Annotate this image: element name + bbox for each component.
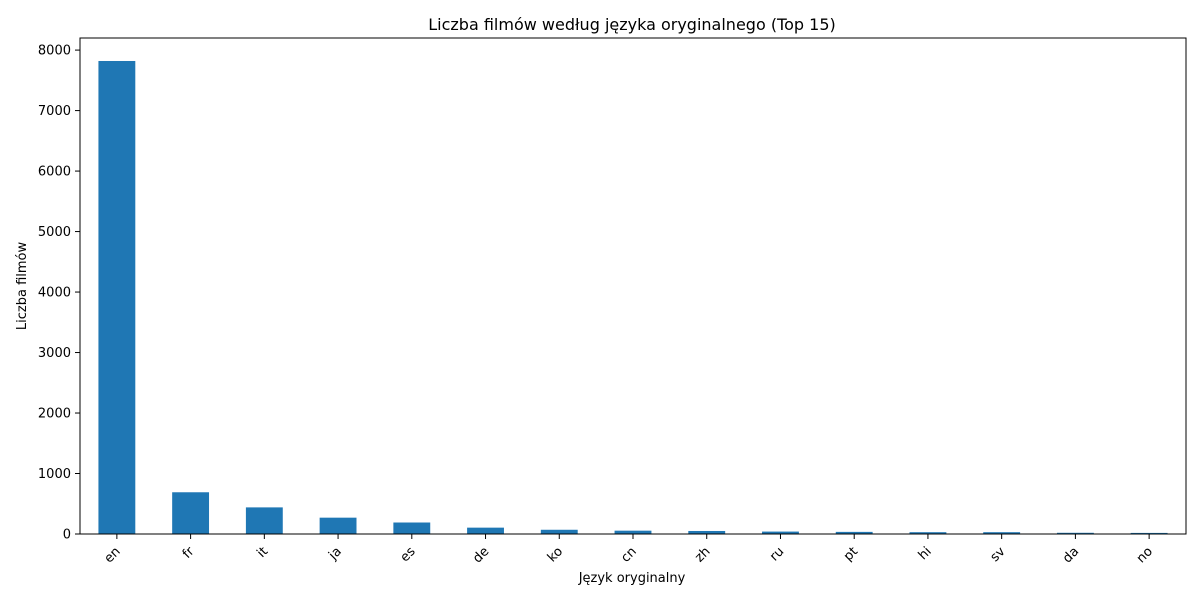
y-tick-label-6000: 6000 xyxy=(38,165,71,180)
y-tick-label-2000: 2000 xyxy=(38,407,71,422)
x-tick-label-ko: ko xyxy=(545,544,566,565)
x-tick-label-es: es xyxy=(398,544,419,565)
bar-da xyxy=(1056,532,1094,534)
bar-ru xyxy=(762,531,799,534)
bar-pt xyxy=(835,531,873,534)
x-tick-label-ru: ru xyxy=(767,544,787,564)
bar-sv xyxy=(983,532,1021,534)
bar-it xyxy=(245,507,283,534)
x-tick-label-pt: pt xyxy=(841,544,861,564)
chart-title: Liczba filmów według języka oryginalnego… xyxy=(428,15,836,34)
bar-zh xyxy=(688,530,726,534)
y-tick-label-3000: 3000 xyxy=(38,346,71,361)
bar-no xyxy=(1130,532,1168,534)
y-tick-label-0: 0 xyxy=(63,528,71,543)
x-tick-label-zh: zh xyxy=(692,544,713,565)
x-tick-label-it: it xyxy=(254,544,271,561)
y-axis-title: Liczba filmów xyxy=(15,242,30,331)
x-tick-label-hi: hi xyxy=(916,544,935,563)
bar-ja xyxy=(319,517,357,534)
plot-frame xyxy=(79,37,1187,535)
plot-area: en fr it ja es de ko cn zh ru pt hi sv da no 0 1000 2000 3… xyxy=(38,37,1187,566)
x-tick-label-en: en xyxy=(102,544,124,566)
x-tick-label-no: no xyxy=(1134,544,1156,566)
y-tick-label-4000: 4000 xyxy=(38,286,71,301)
x-tick-label-ja: ja xyxy=(325,544,345,564)
bar-es xyxy=(393,522,431,534)
y-tick-label-5000: 5000 xyxy=(38,225,71,240)
x-tick-label-cn: cn xyxy=(618,544,639,565)
x-tick-label-da: da xyxy=(1060,544,1082,566)
bar-hi xyxy=(909,532,947,534)
bar-cn xyxy=(614,530,652,534)
y-tick-label-7000: 7000 xyxy=(38,104,71,119)
x-tick-label-fr: fr xyxy=(180,544,198,562)
bar-ko xyxy=(540,529,578,534)
x-axis-title: Język oryginalny xyxy=(578,571,686,586)
y-tick-label-8000: 8000 xyxy=(38,44,71,59)
bar-en xyxy=(98,60,136,535)
x-tick-label-de: de xyxy=(470,544,492,566)
bar-fr xyxy=(172,492,210,534)
bar-de xyxy=(467,527,504,534)
y-tick-label-1000: 1000 xyxy=(38,467,71,482)
x-tick-label-sv: sv xyxy=(988,544,1009,565)
